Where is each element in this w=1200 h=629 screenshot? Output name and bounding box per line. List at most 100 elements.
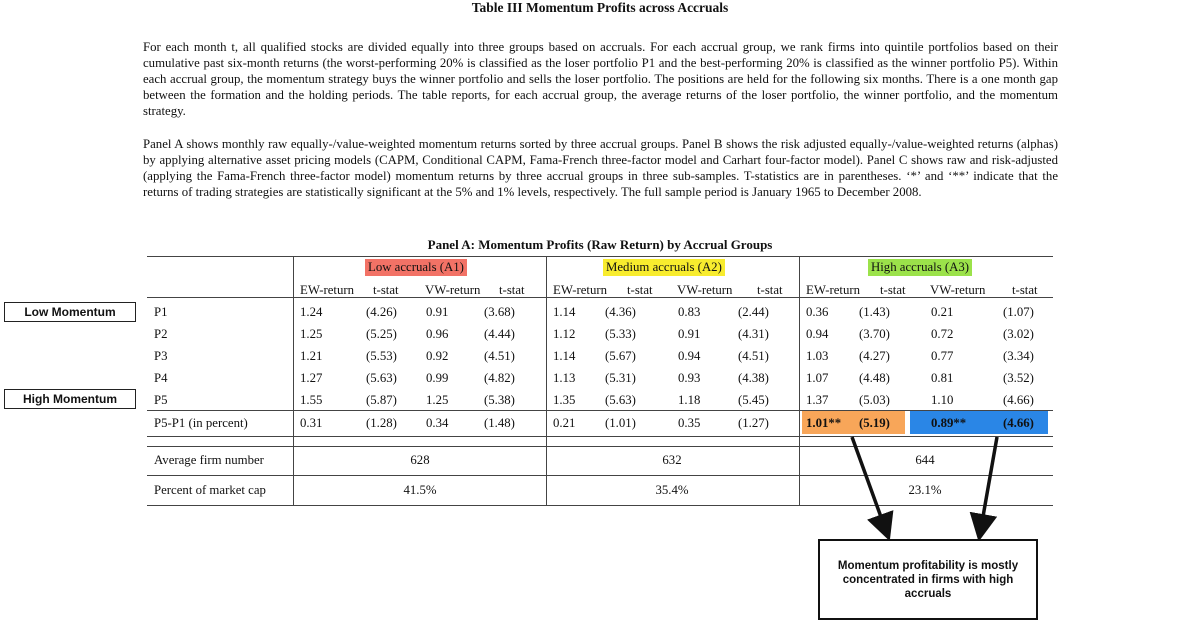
summary-cell: 41.5%	[403, 483, 437, 497]
group-header-high-accruals: High accruals (A3)	[868, 259, 973, 276]
column-header: t-stat	[627, 283, 653, 297]
table-cell: (3.70)	[859, 327, 890, 341]
arrow-to-vw-highlight	[969, 436, 999, 542]
column-header: VW-return	[425, 283, 481, 297]
table-cell: (4.31)	[738, 327, 769, 341]
table-cell: 0.94	[806, 327, 829, 341]
table-cell: (4.36)	[605, 305, 636, 319]
table-cell: 1.25	[300, 327, 323, 341]
high-accrual-vw-highlight	[910, 410, 1048, 434]
table-cell: 0.89**	[931, 416, 967, 430]
table-cell: 1.18	[678, 393, 701, 407]
column-header: t-stat	[880, 283, 906, 297]
group-header-medium-accruals: Medium accruals (A2)	[603, 259, 725, 276]
table-cell: 1.35	[553, 393, 576, 407]
table-rule	[147, 410, 1053, 411]
row-label: P4	[154, 371, 168, 385]
group-header-low-accruals: Low accruals (A1)	[365, 259, 467, 276]
table-cell: (1.28)	[366, 416, 397, 430]
column-header: EW-return	[553, 283, 608, 297]
table-cell: 0.94	[678, 349, 701, 363]
table-cell: 1.14	[553, 349, 576, 363]
table-cell: (5.45)	[738, 393, 769, 407]
column-header: EW-return	[806, 283, 861, 297]
table-cell: 0.35	[678, 416, 701, 430]
table-cell: 0.21	[553, 416, 576, 430]
table-cell: (1.01)	[605, 416, 636, 430]
summary-cell: 632	[662, 453, 682, 467]
high-accrual-ew-highlight	[802, 410, 905, 434]
table-cell: (5.03)	[859, 393, 890, 407]
table-cell: (4.26)	[366, 305, 397, 319]
table-cell: 1.37	[806, 393, 829, 407]
table-cell: (5.31)	[605, 371, 636, 385]
table-cell: (5.87)	[366, 393, 397, 407]
table-rule	[147, 436, 1053, 437]
table-cell: 1.13	[553, 371, 576, 385]
table-cell: (5.25)	[366, 327, 397, 341]
table-divider	[799, 256, 800, 505]
table-cell: 1.03	[806, 349, 829, 363]
description-paragraph-1: For each month t, all qualified stocks a…	[143, 40, 1058, 118]
table-cell: (4.51)	[738, 349, 769, 363]
table-cell: (4.44)	[484, 327, 515, 341]
table-divider	[546, 256, 547, 505]
table-cell: 1.01**	[806, 416, 842, 430]
row-label: P5	[154, 393, 168, 407]
table-cell: (5.67)	[605, 349, 636, 363]
summary-cell: 23.1%	[908, 483, 942, 497]
table-cell: 0.91	[426, 305, 449, 319]
table-cell: (1.27)	[738, 416, 769, 430]
table-cell: (4.48)	[859, 371, 890, 385]
low-momentum-label: Low Momentum	[4, 302, 136, 322]
table-rule	[147, 446, 1053, 447]
table-cell: 1.55	[300, 393, 323, 407]
table-cell: (4.51)	[484, 349, 515, 363]
table-cell: (4.38)	[738, 371, 769, 385]
table-cell: 1.10	[931, 393, 954, 407]
table-cell: 0.91	[678, 327, 701, 341]
table-cell: (3.02)	[1003, 327, 1034, 341]
arrow-to-ew-highlight	[850, 436, 894, 542]
summary-row-label: Percent of market cap	[154, 483, 266, 497]
table-cell: 0.96	[426, 327, 449, 341]
table-cell: 0.72	[931, 327, 954, 341]
table-cell: (5.53)	[366, 349, 397, 363]
table-cell: 0.81	[931, 371, 954, 385]
column-header: EW-return	[300, 283, 355, 297]
row-label: P3	[154, 349, 168, 363]
table-cell: (4.82)	[484, 371, 515, 385]
table-cell: 0.93	[678, 371, 701, 385]
row-label: P1	[154, 305, 168, 319]
table-cell: 0.77	[931, 349, 954, 363]
table-cell: 0.36	[806, 305, 829, 319]
table-cell: (1.43)	[859, 305, 890, 319]
table-rule	[147, 297, 1053, 298]
table-rule	[147, 475, 1053, 476]
column-header: VW-return	[677, 283, 733, 297]
column-header: VW-return	[930, 283, 986, 297]
table-title: Table III Momentum Profits across Accrua…	[471, 0, 729, 15]
table-cell: 0.34	[426, 416, 449, 430]
column-header: t-stat	[757, 283, 783, 297]
table-rule	[147, 505, 1053, 506]
summary-cell: 35.4%	[655, 483, 689, 497]
panel-title: Panel A: Momentum Profits (Raw Return) b…	[427, 237, 773, 252]
table-cell: 1.21	[300, 349, 323, 363]
table-cell: (1.07)	[1003, 305, 1034, 319]
table-cell: (5.63)	[366, 371, 397, 385]
callout-text: Momentum profitability is mostly concent…	[837, 559, 1019, 600]
table-cell: 1.07	[806, 371, 829, 385]
table-cell: (3.34)	[1003, 349, 1034, 363]
table-cell: 0.21	[931, 305, 954, 319]
table-cell: 1.12	[553, 327, 576, 341]
table-cell: (4.66)	[1003, 416, 1034, 430]
callout-box: Momentum profitability is mostly concent…	[818, 539, 1038, 620]
description-paragraph-2: Panel A shows monthly raw equally-/value…	[143, 137, 1058, 199]
table-divider	[293, 256, 294, 505]
table-cell: (5.19)	[859, 416, 890, 430]
column-header: t-stat	[499, 283, 525, 297]
table-cell: 0.92	[426, 349, 449, 363]
summary-cell: 628	[410, 453, 430, 467]
table-cell: 1.25	[426, 393, 449, 407]
